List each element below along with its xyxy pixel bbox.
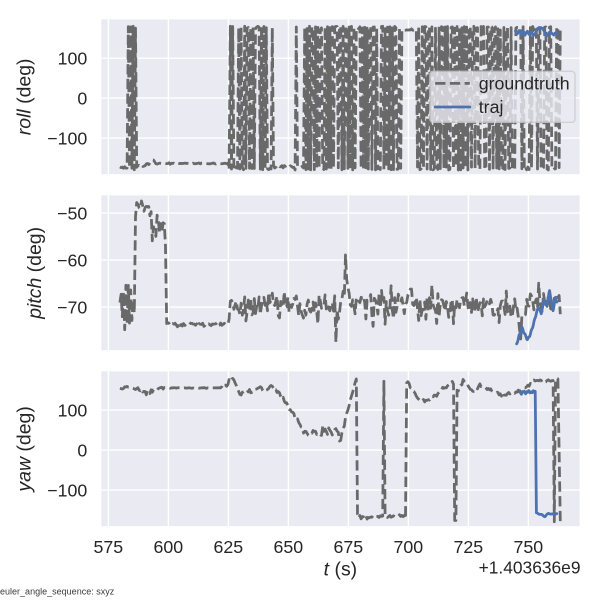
svg-text:0: 0 xyxy=(77,89,87,109)
svg-text:groundtruth: groundtruth xyxy=(479,74,570,94)
svg-text:−100: −100 xyxy=(47,481,87,501)
svg-text:100: 100 xyxy=(58,401,88,421)
svg-text:675: 675 xyxy=(334,537,364,557)
svg-text:y a w: y a w ( d e g ) xyxy=(10,406,35,493)
svg-text:−100: −100 xyxy=(47,128,87,148)
svg-text:−50: −50 xyxy=(57,204,87,224)
svg-text:p i t c: p i t c h ( d e g ) xyxy=(21,227,46,320)
svg-text:−70: −70 xyxy=(57,298,87,318)
svg-text:r o l l: r o l l ( d e g ) xyxy=(10,58,35,135)
svg-text:euler_angle_sequence: sxyz: euler_angle_sequence: sxyz xyxy=(0,586,115,596)
svg-text:100: 100 xyxy=(58,49,88,69)
svg-text:650: 650 xyxy=(274,537,304,557)
svg-text:t ( s: t ( s ) xyxy=(324,555,357,580)
svg-text:750: 750 xyxy=(514,537,544,557)
svg-text:600: 600 xyxy=(154,537,184,557)
svg-text:625: 625 xyxy=(214,537,244,557)
svg-text:−60: −60 xyxy=(57,251,87,271)
svg-text:0: 0 xyxy=(77,441,87,461)
svg-text:traj: traj xyxy=(479,97,504,117)
svg-text:700: 700 xyxy=(394,537,424,557)
svg-text:+1.403636e9: +1.403636e9 xyxy=(479,558,581,578)
svg-text:575: 575 xyxy=(94,537,124,557)
svg-text:725: 725 xyxy=(454,537,484,557)
